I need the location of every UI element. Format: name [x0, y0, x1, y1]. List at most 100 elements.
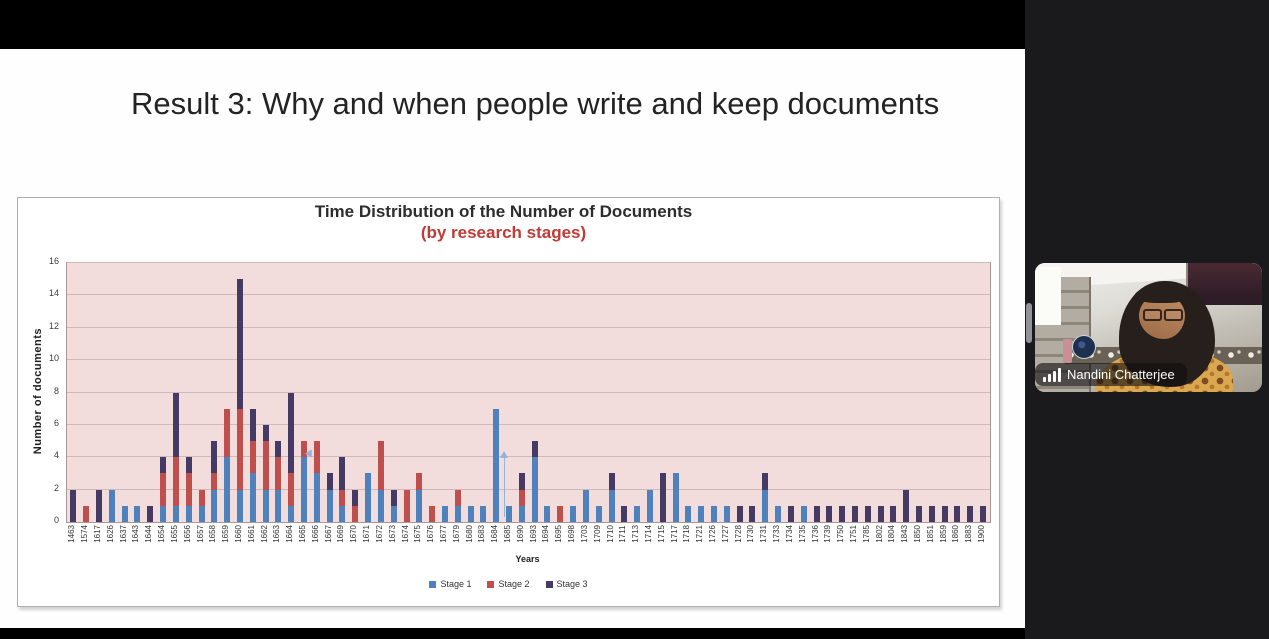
bar-slot: [951, 263, 964, 522]
stage-1-segment: [531, 457, 538, 522]
bar-slot: [669, 263, 682, 522]
stage-1-segment: [121, 505, 128, 522]
chart-subtitle: (by research stages): [420, 223, 587, 242]
x-tick-label: 1663: [272, 525, 282, 543]
bar-slot: [272, 263, 285, 522]
stage-2-segment: [275, 457, 282, 490]
bar-1674: [403, 489, 410, 522]
stage-2-segment: [377, 441, 384, 490]
bar-1657: [198, 489, 205, 522]
stage-1-segment: [672, 473, 679, 522]
x-tick-label: 1751: [848, 525, 858, 543]
x-tick-label: 1728: [733, 525, 743, 543]
bar-slot: [259, 263, 272, 522]
bar-1671: [365, 473, 372, 522]
stage-1-segment: [198, 505, 205, 522]
legend-item-stage-1: Stage 1: [429, 579, 471, 589]
bar-1676: [429, 505, 436, 522]
bar-slot: [195, 263, 208, 522]
person-glasses: [1143, 309, 1183, 321]
bar-slot: [618, 263, 631, 522]
x-tick-label: 1734: [784, 525, 794, 543]
legend-swatch: [545, 580, 553, 588]
stage-1-segment: [390, 505, 397, 522]
stage-2-segment: [172, 457, 179, 506]
bar-slot: [695, 263, 708, 522]
bar-slot: [515, 263, 528, 522]
bar-slot: [234, 263, 247, 522]
bar-1715: [659, 473, 666, 522]
bar-1637: [121, 505, 128, 522]
bar-1859: [941, 505, 948, 522]
bar-1721: [698, 505, 705, 522]
x-tick-label: 1695: [554, 525, 564, 543]
legend-swatch: [487, 580, 495, 588]
stage-3-segment: [736, 505, 743, 522]
bar-1851: [928, 505, 935, 522]
shared-screen: Result 3: Why and when people write and …: [0, 49, 1025, 628]
x-tick-label: 1735: [797, 525, 807, 543]
x-tick-label: 1736: [810, 525, 820, 543]
x-tick-label: 1665: [298, 525, 308, 543]
bar-1709: [595, 505, 602, 522]
x-tick-label: 1667: [323, 525, 333, 543]
bar-slot: [644, 263, 657, 522]
stage-1-segment: [634, 505, 641, 522]
x-tick-label: 1690: [515, 525, 525, 543]
stage-2-segment: [236, 408, 243, 490]
legend-swatch: [429, 580, 437, 588]
stage-3-segment: [275, 441, 282, 458]
bar-slot: [246, 263, 259, 522]
bar-1669: [339, 457, 346, 522]
stage-1-segment: [723, 505, 730, 522]
bar-slot: [682, 263, 695, 522]
bar-1654: [160, 457, 167, 522]
bar-1695: [557, 505, 564, 522]
stage-1-segment: [416, 489, 423, 522]
stage-1-segment: [685, 505, 692, 522]
stage-3-segment: [339, 457, 346, 490]
bar-1843: [903, 489, 910, 522]
gridline: [67, 423, 990, 425]
signal-bars-icon: [1043, 367, 1061, 382]
bar-1731: [762, 473, 769, 522]
x-tick-label: 1703: [579, 525, 589, 543]
stage-1-segment: [339, 505, 346, 522]
gridline: [67, 456, 990, 458]
presentation-slide: Result 3: Why and when people write and …: [0, 49, 1025, 628]
x-tick-label: 1659: [221, 525, 231, 543]
panel-collapse-handle[interactable]: [1026, 303, 1032, 343]
stage-2-segment: [403, 489, 410, 522]
stage-2-segment: [301, 441, 308, 458]
x-tick-label: 1644: [144, 525, 154, 543]
bar-slot: [285, 263, 298, 522]
stage-3-segment: [839, 505, 846, 522]
bar-1730: [749, 505, 756, 522]
window-light: [1035, 267, 1061, 325]
stage-3-segment: [70, 489, 77, 522]
x-tick-label: 1676: [426, 525, 436, 543]
x-tick-label: 1731: [759, 525, 769, 543]
bar-slot: [733, 263, 746, 522]
stage-1-segment: [377, 489, 384, 522]
bar-1727: [723, 505, 730, 522]
stage-3-segment: [762, 473, 769, 490]
stage-1-segment: [301, 457, 308, 522]
stage-1-segment: [646, 489, 653, 522]
stage-1-segment: [454, 505, 461, 522]
bar-slot: [528, 263, 541, 522]
x-tick-label: 1709: [592, 525, 602, 543]
stage-1-segment: [800, 505, 807, 522]
x-tick-label: 1851: [925, 525, 935, 543]
bar-slot: [400, 263, 413, 522]
stage-2-segment: [83, 505, 90, 522]
participant-video[interactable]: Nandini Chatterjee: [1035, 263, 1262, 392]
stage-1-segment: [288, 505, 295, 522]
bar-slot: [451, 263, 464, 522]
bar-1685: [506, 505, 513, 522]
bar-1683: [480, 505, 487, 522]
stage-3-segment: [288, 392, 295, 474]
bar-1690: [518, 473, 525, 522]
bar-slot: [849, 263, 862, 522]
bar-1643: [134, 505, 141, 522]
